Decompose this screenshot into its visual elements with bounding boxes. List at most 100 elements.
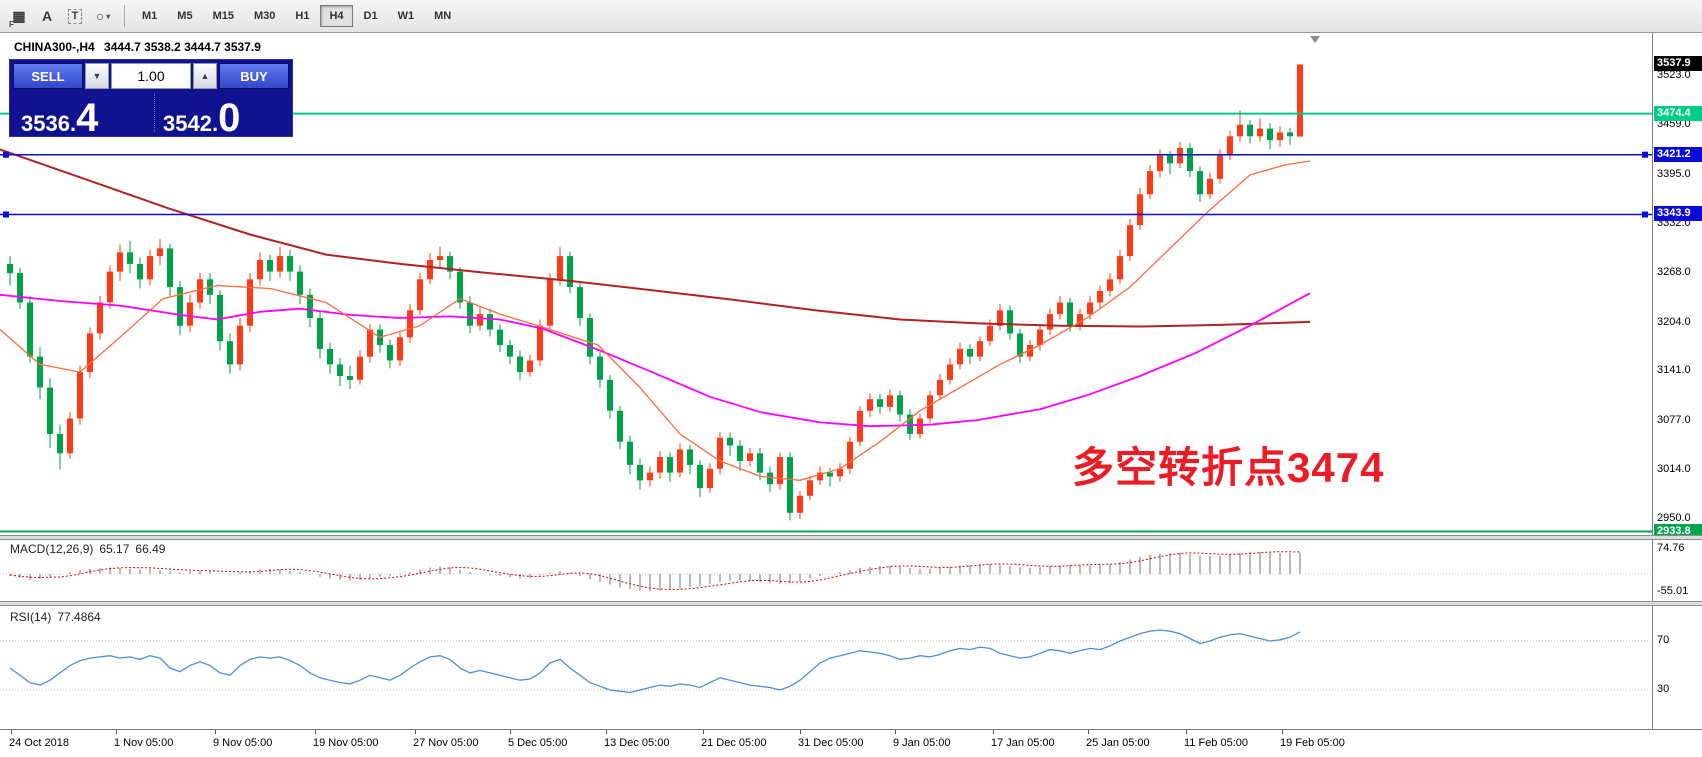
chart-annotation-text[interactable]: 多空转折点3474 (1072, 444, 1385, 491)
dropdown-chevron-icon: ▾ (106, 11, 111, 21)
price-divider (154, 93, 155, 132)
price-marker: 3474.4 (1654, 106, 1702, 121)
macd-signal-value: 66.49 (135, 542, 166, 556)
timeframe-m5-button[interactable]: M5 (177, 10, 193, 22)
stamp-tool-icon-glyph: ▦ (12, 8, 26, 24)
rsi-value: 77.4864 (57, 610, 101, 624)
volume-increase-button[interactable]: ▲ (193, 63, 217, 89)
sell-price-main: 3536. (21, 111, 77, 136)
time-label: 25 Jan 05:00 (1086, 737, 1150, 749)
price-tick-label: 3204.0 (1657, 316, 1691, 328)
indicator-scale-label: 70 (1657, 634, 1670, 646)
time-label: 11 Feb 05:00 (1184, 737, 1249, 749)
time-tick (215, 730, 216, 734)
buy-price[interactable]: 3542. 0 (163, 96, 241, 140)
stamp-tool-icon-sublabel: F (9, 20, 14, 29)
timeframe-h1-button[interactable]: H1 (295, 10, 310, 22)
timeframe-m1-button[interactable]: M1 (142, 10, 158, 22)
ohlc-values: 3444.7 3538.2 3444.7 3537.9 (104, 40, 261, 54)
rsi-title: RSI(14) (10, 610, 52, 624)
time-tick (11, 730, 12, 734)
timeframes-toolbar: M1 M5 M15 M30 H1 H4 D1 W1 MN (133, 5, 460, 27)
timeframe-w1-button[interactable]: W1 (397, 10, 415, 22)
text-tool-icon-glyph: T (67, 8, 83, 24)
trade-controls-row: SELL ▼ ▲ BUY (13, 63, 289, 89)
panel-splitter-rsi[interactable] (0, 601, 1702, 606)
trade-prices-row: 3536. 4 3542. 0 (13, 89, 289, 140)
time-tick (606, 730, 607, 734)
sell-price-big-digit: 4 (76, 96, 99, 140)
time-tick (415, 730, 416, 734)
volume-decrease-button[interactable]: ▼ (85, 63, 109, 89)
time-tick (1186, 730, 1187, 734)
symbol-name: CHINA300-,H4 (14, 40, 95, 54)
price-tick-label: 3077.0 (1657, 414, 1691, 426)
buy-button[interactable]: BUY (219, 63, 289, 89)
price-tick-label: 3459.0 (1657, 118, 1691, 130)
time-tick (1088, 730, 1089, 734)
indicator-scale-label: -55.01 (1657, 585, 1689, 597)
chart-ohlc-header: CHINA300-,H4 3444.7 3538.2 3444.7 3537.9 (14, 40, 261, 54)
volume-input[interactable] (111, 63, 191, 89)
timeframe-mn-button[interactable]: MN (434, 10, 452, 22)
timeframe-d1-button[interactable]: D1 (363, 10, 378, 22)
timeframe-h4-button[interactable]: H4 (320, 5, 353, 27)
time-tick (800, 730, 801, 734)
time-tick (703, 730, 704, 734)
time-label: 19 Nov 05:00 (313, 737, 379, 749)
time-tick (510, 730, 511, 734)
one-click-trading-panel: SELL ▼ ▲ BUY 3536.4 3542.0 (9, 59, 293, 140)
time-label: 24 Oct 2018 (9, 737, 69, 749)
drawing-tools-group: ▦ F A T ○ ▾ (6, 4, 116, 29)
macd-main-value: 65.17 (99, 542, 130, 556)
price-tick-label: 3141.0 (1657, 364, 1691, 376)
time-tick (993, 730, 994, 734)
main-toolbar: ▦ F A T ○ ▾ M1 M5 M15 M30 H1 H4 D1 W1 MN (0, 0, 1702, 33)
time-label: 9 Jan 05:00 (893, 737, 951, 749)
price-tick-label: 2950.0 (1657, 512, 1691, 524)
time-label: 5 Dec 05:00 (508, 737, 568, 749)
time-label: 9 Nov 05:00 (213, 737, 273, 749)
time-label: 13 Dec 05:00 (604, 737, 670, 749)
price-axis[interactable]: 3523.0 3459.0 3395.0 3332.0 3268.0 3204.0 3141… (1652, 33, 1702, 729)
price-tick-label: 3268.0 (1657, 266, 1691, 278)
time-label: 1 Nov 05:00 (114, 737, 174, 749)
price-marker: 3343.9 (1654, 206, 1702, 221)
macd-indicator-label: MACD(12,26,9) 65.17 66.49 (10, 542, 165, 556)
buy-price-main: 3542. (163, 111, 219, 136)
time-axis[interactable]: 24 Oct 2018 1 Nov 05:00 9 Nov 05:00 19 Nov … (0, 729, 1702, 757)
toolbar-separator (124, 5, 125, 27)
shapes-tool-icon-glyph: ○ (95, 8, 105, 24)
time-label: 19 Feb 05:00 (1280, 737, 1345, 749)
time-label: 27 Nov 05:00 (413, 737, 479, 749)
price-tick-label: 3523.0 (1657, 69, 1691, 81)
arrow-text-tool-icon-glyph: A (41, 8, 53, 24)
time-label: 17 Jan 05:00 (991, 737, 1055, 749)
rsi-indicator-label: RSI(14) 77.4864 (10, 610, 101, 624)
time-tick (315, 730, 316, 734)
time-tick (895, 730, 896, 734)
price-tick-label: 3395.0 (1657, 168, 1691, 180)
indicator-scale-label: 30 (1657, 683, 1670, 695)
stamp-tool-icon[interactable]: ▦ F (6, 4, 32, 29)
timeframe-m30-button[interactable]: M30 (253, 10, 276, 22)
timeframe-m15-button[interactable]: M15 (212, 10, 234, 22)
price-marker: 3537.9 (1654, 56, 1702, 71)
time-tick (116, 730, 117, 734)
panel-splitter-macd[interactable] (0, 535, 1702, 540)
sell-button[interactable]: SELL (13, 63, 83, 89)
indicator-scale-label: 74.76 (1657, 542, 1685, 554)
time-label: 21 Dec 05:00 (701, 737, 767, 749)
time-label: 31 Dec 05:00 (798, 737, 864, 749)
price-marker: 3421.2 (1654, 147, 1702, 162)
arrow-text-tool-icon[interactable]: A (34, 4, 60, 28)
price-tick-label: 3014.0 (1657, 463, 1691, 475)
buy-price-big-digit: 0 (218, 96, 241, 140)
shapes-tool-icon[interactable]: ○ ▾ (90, 4, 116, 28)
text-tool-icon[interactable]: T (62, 4, 88, 28)
time-tick (1282, 730, 1283, 734)
macd-title: MACD(12,26,9) (10, 542, 94, 556)
sell-price[interactable]: 3536. 4 (21, 96, 99, 140)
chart-shift-marker-icon (1310, 36, 1320, 43)
